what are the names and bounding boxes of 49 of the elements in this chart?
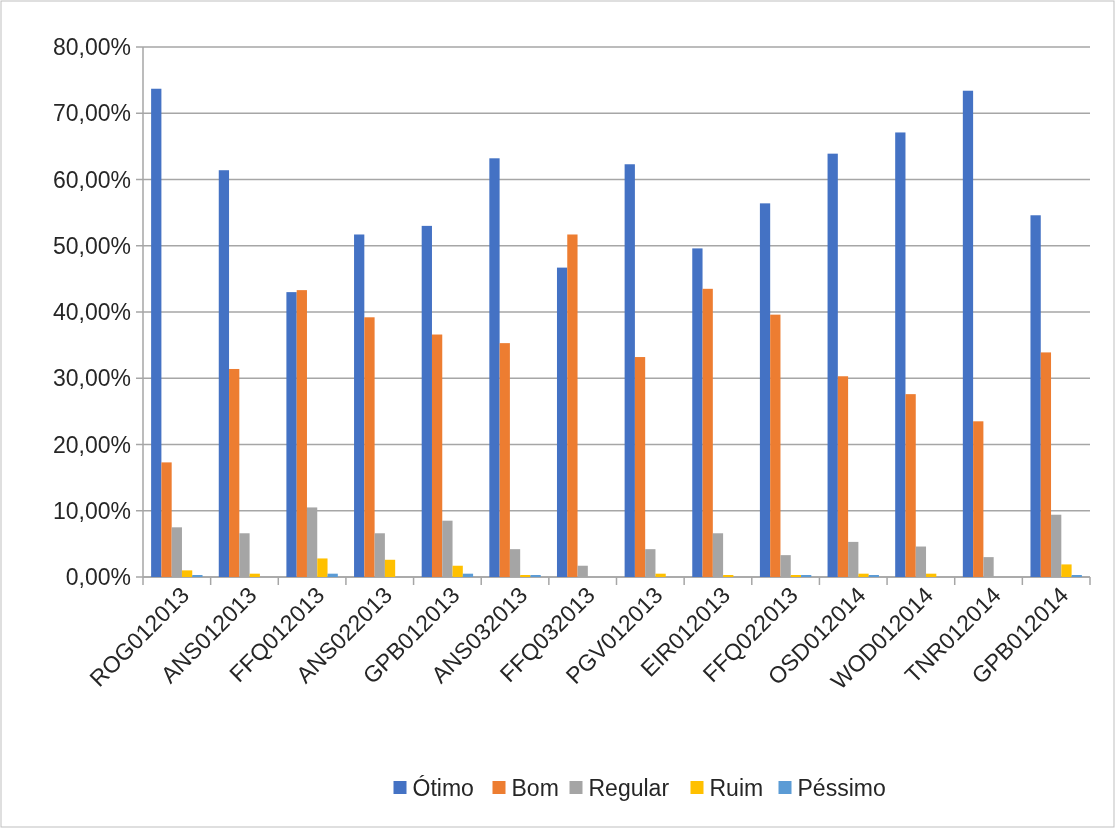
bar xyxy=(218,170,230,577)
bar xyxy=(702,288,713,577)
bar xyxy=(181,570,193,577)
bar xyxy=(759,203,771,577)
bar xyxy=(296,290,307,577)
y-tick-label: 10,00% xyxy=(52,497,131,524)
bar xyxy=(556,267,568,577)
y-tick-label: 40,00% xyxy=(52,299,131,326)
y-tick-label: 60,00% xyxy=(52,166,131,193)
bar xyxy=(962,90,974,577)
bar xyxy=(151,88,162,577)
bar xyxy=(499,343,510,577)
bar xyxy=(770,314,781,577)
bar xyxy=(858,573,869,577)
bar xyxy=(229,368,240,577)
bar xyxy=(384,559,396,577)
legend-label: Ruim xyxy=(709,775,764,802)
y-tick-label: 70,00% xyxy=(52,100,131,127)
bar xyxy=(634,357,646,577)
bar xyxy=(161,462,172,577)
bar xyxy=(489,158,500,577)
bar xyxy=(827,153,838,577)
y-tick-label: 50,00% xyxy=(52,232,131,259)
y-tick-label: 80,00% xyxy=(52,34,131,61)
bar xyxy=(1040,352,1052,577)
legend-label: Péssimo xyxy=(797,775,886,802)
bar xyxy=(286,292,297,577)
bar xyxy=(452,565,463,577)
legend-label: Ótimo xyxy=(412,775,474,802)
y-tick-label: 30,00% xyxy=(52,365,131,392)
bar xyxy=(354,234,365,577)
bar xyxy=(317,558,328,577)
legend-label: Regular xyxy=(588,775,670,802)
bar xyxy=(1061,564,1072,577)
bar xyxy=(905,394,916,577)
y-tick-label: 0,00% xyxy=(65,564,131,591)
bar xyxy=(364,317,375,577)
legend-label: Bom xyxy=(511,775,559,802)
bar xyxy=(837,376,849,577)
bar xyxy=(567,234,578,577)
bar xyxy=(655,573,666,577)
y-tick-label: 20,00% xyxy=(52,431,131,458)
bar xyxy=(431,334,443,577)
bar xyxy=(1030,215,1041,577)
bar xyxy=(421,225,432,577)
bar xyxy=(973,421,984,577)
bar xyxy=(895,132,906,577)
bar xyxy=(692,248,703,577)
bar xyxy=(624,164,635,577)
